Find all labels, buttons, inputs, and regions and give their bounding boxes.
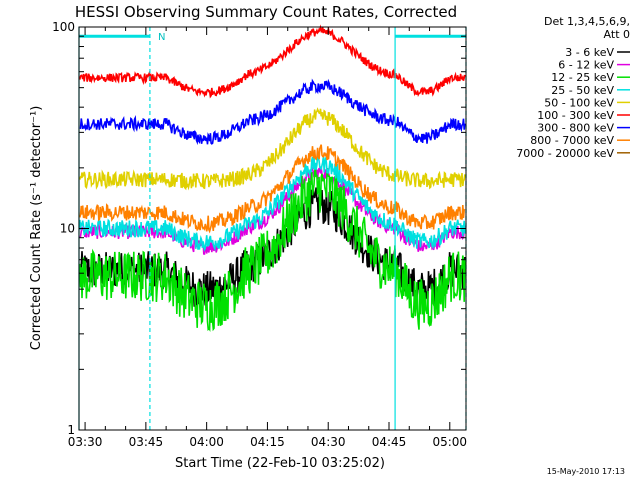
- legend-entry-label: 800 - 7000 keV: [530, 134, 614, 147]
- x-tick-label: 03:30: [68, 435, 103, 449]
- legend-entry-label: 25 - 50 keV: [551, 84, 614, 97]
- series-line-300-800kev: [79, 78, 466, 146]
- x-tick-label: 04:30: [311, 435, 346, 449]
- series-line-100-300kev: [79, 24, 466, 99]
- series-line-800-7000kev: [79, 144, 466, 234]
- saa-flag-label: N: [158, 32, 165, 43]
- legend-entry-label: 300 - 800 keV: [537, 122, 614, 135]
- legend-entry-label: 50 - 100 keV: [544, 96, 614, 109]
- x-tick-label: 04:15: [250, 435, 285, 449]
- legend-entry-label: 6 - 12 keV: [558, 59, 614, 72]
- x-tick-label: 04:45: [372, 435, 407, 449]
- series-line-50-100kev: [79, 107, 466, 191]
- generation-timestamp: 15-May-2010 17:13: [547, 467, 625, 476]
- y-tick-label: 1: [67, 423, 75, 437]
- y-tick-label: 10: [60, 222, 75, 236]
- legend-entry-label: 7000 - 20000 keV: [516, 147, 614, 160]
- axes: 1 10 100 03:30 03:45 04:00 04:15 04:30 04:45 05:0…: [52, 20, 467, 449]
- x-tick-label: 04:00: [189, 435, 224, 449]
- y-axis-label: Corrected Count Rate (s⁻¹ detector⁻¹): [29, 106, 44, 351]
- series-line-12-25kev: [79, 167, 466, 332]
- x-axis-label: Start Time (22-Feb-10 03:25:02): [175, 456, 385, 471]
- legend-entry-label: 100 - 300 keV: [537, 109, 614, 122]
- series-line-25-50kev: [79, 154, 466, 253]
- legend-entry-label: 12 - 25 keV: [551, 71, 614, 84]
- legend-attenuator: Att 0: [604, 28, 630, 41]
- y-tick-label: 100: [52, 20, 75, 34]
- x-tick-label: 05:00: [432, 435, 467, 449]
- legend-detectors: Det 1,3,4,5,6,9,: [544, 15, 630, 28]
- series-line-6-12kev: [79, 165, 466, 255]
- plot-area: N: [78, 24, 467, 430]
- chart-title: HESSI Observing Summary Count Rates, Cor…: [75, 3, 457, 21]
- legend-entry-label: 3 - 6 keV: [565, 46, 614, 59]
- x-tick-label: 03:45: [129, 435, 164, 449]
